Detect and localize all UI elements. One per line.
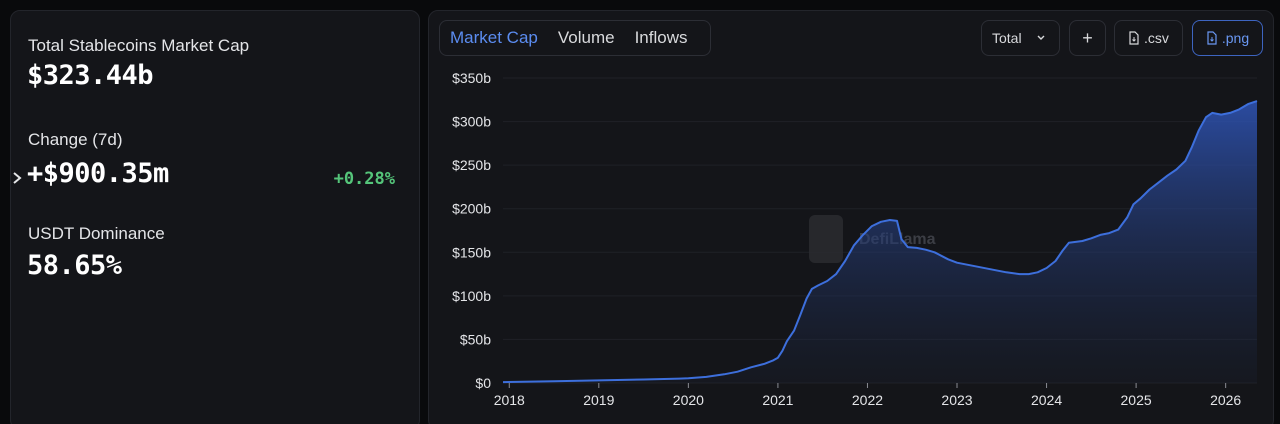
csv-download-button[interactable]: .csv [1114, 20, 1183, 56]
x-tick-label: 2024 [1031, 392, 1062, 408]
x-tick-label: 2018 [494, 392, 525, 408]
x-tick-label: 2026 [1210, 392, 1241, 408]
tab-volume[interactable]: Volume [557, 28, 615, 47]
y-tick-label: $0 [475, 375, 491, 391]
chart-tabs: Market Cap Volume Inflows [439, 20, 711, 56]
x-tick-label: 2021 [762, 392, 793, 408]
x-tick-label: 2020 [673, 392, 704, 408]
x-tick-label: 2023 [941, 392, 972, 408]
market-cap-chart: DefiLlama $0$50b$100b$150b$200b$250b$300… [452, 70, 1258, 408]
y-tick-label: $150b [452, 244, 491, 260]
png-label: .png [1221, 30, 1250, 46]
y-tick-label: $200b [452, 201, 491, 217]
y-tick-label: $50b [460, 331, 491, 347]
change-value: +$900.35m [27, 158, 169, 189]
y-tick-label: $350b [452, 70, 491, 86]
file-icon [1129, 31, 1139, 45]
dominance-label: USDT Dominance [28, 224, 165, 243]
csv-label: .csv [1144, 30, 1169, 46]
file-icon [1207, 31, 1217, 45]
tab-market-cap[interactable]: Market Cap [450, 28, 538, 47]
market-cap-label: Total Stablecoins Market Cap [28, 36, 250, 55]
y-tick-label: $100b [452, 288, 491, 304]
chevron-down-icon [1037, 35, 1045, 40]
dominance-value: 58.65% [27, 250, 122, 281]
chevron-right-icon[interactable] [11, 171, 25, 185]
add-button[interactable]: + [1069, 20, 1106, 56]
total-select-value: Total [992, 30, 1022, 46]
x-tick-label: 2019 [583, 392, 614, 408]
chart-panel: Market Cap Volume Inflows Total + .csv .… [428, 10, 1274, 424]
series-line [502, 100, 1258, 384]
x-tick-label: 2025 [1121, 392, 1152, 408]
market-cap-value: $323.44b [27, 60, 154, 91]
png-download-button[interactable]: .png [1192, 20, 1263, 56]
area-fill [503, 101, 1257, 383]
total-select[interactable]: Total [981, 20, 1060, 56]
x-tick-label: 2022 [852, 392, 883, 408]
stats-panel: Total Stablecoins Market Cap $323.44b Ch… [10, 10, 420, 424]
add-button-label: + [1082, 27, 1093, 48]
y-tick-label: $250b [452, 157, 491, 173]
change-label: Change (7d) [28, 130, 123, 149]
y-tick-label: $300b [452, 114, 491, 130]
tab-inflows[interactable]: Inflows [634, 28, 688, 47]
change-percent: +0.28% [333, 169, 395, 189]
